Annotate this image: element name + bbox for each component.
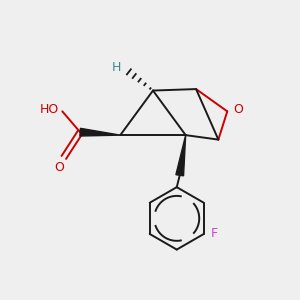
Polygon shape [176,135,186,176]
Text: H: H [112,61,121,74]
Polygon shape [80,128,120,136]
Text: O: O [233,103,243,116]
Text: HO: HO [40,103,59,116]
Text: F: F [210,227,218,241]
Text: O: O [54,161,64,174]
